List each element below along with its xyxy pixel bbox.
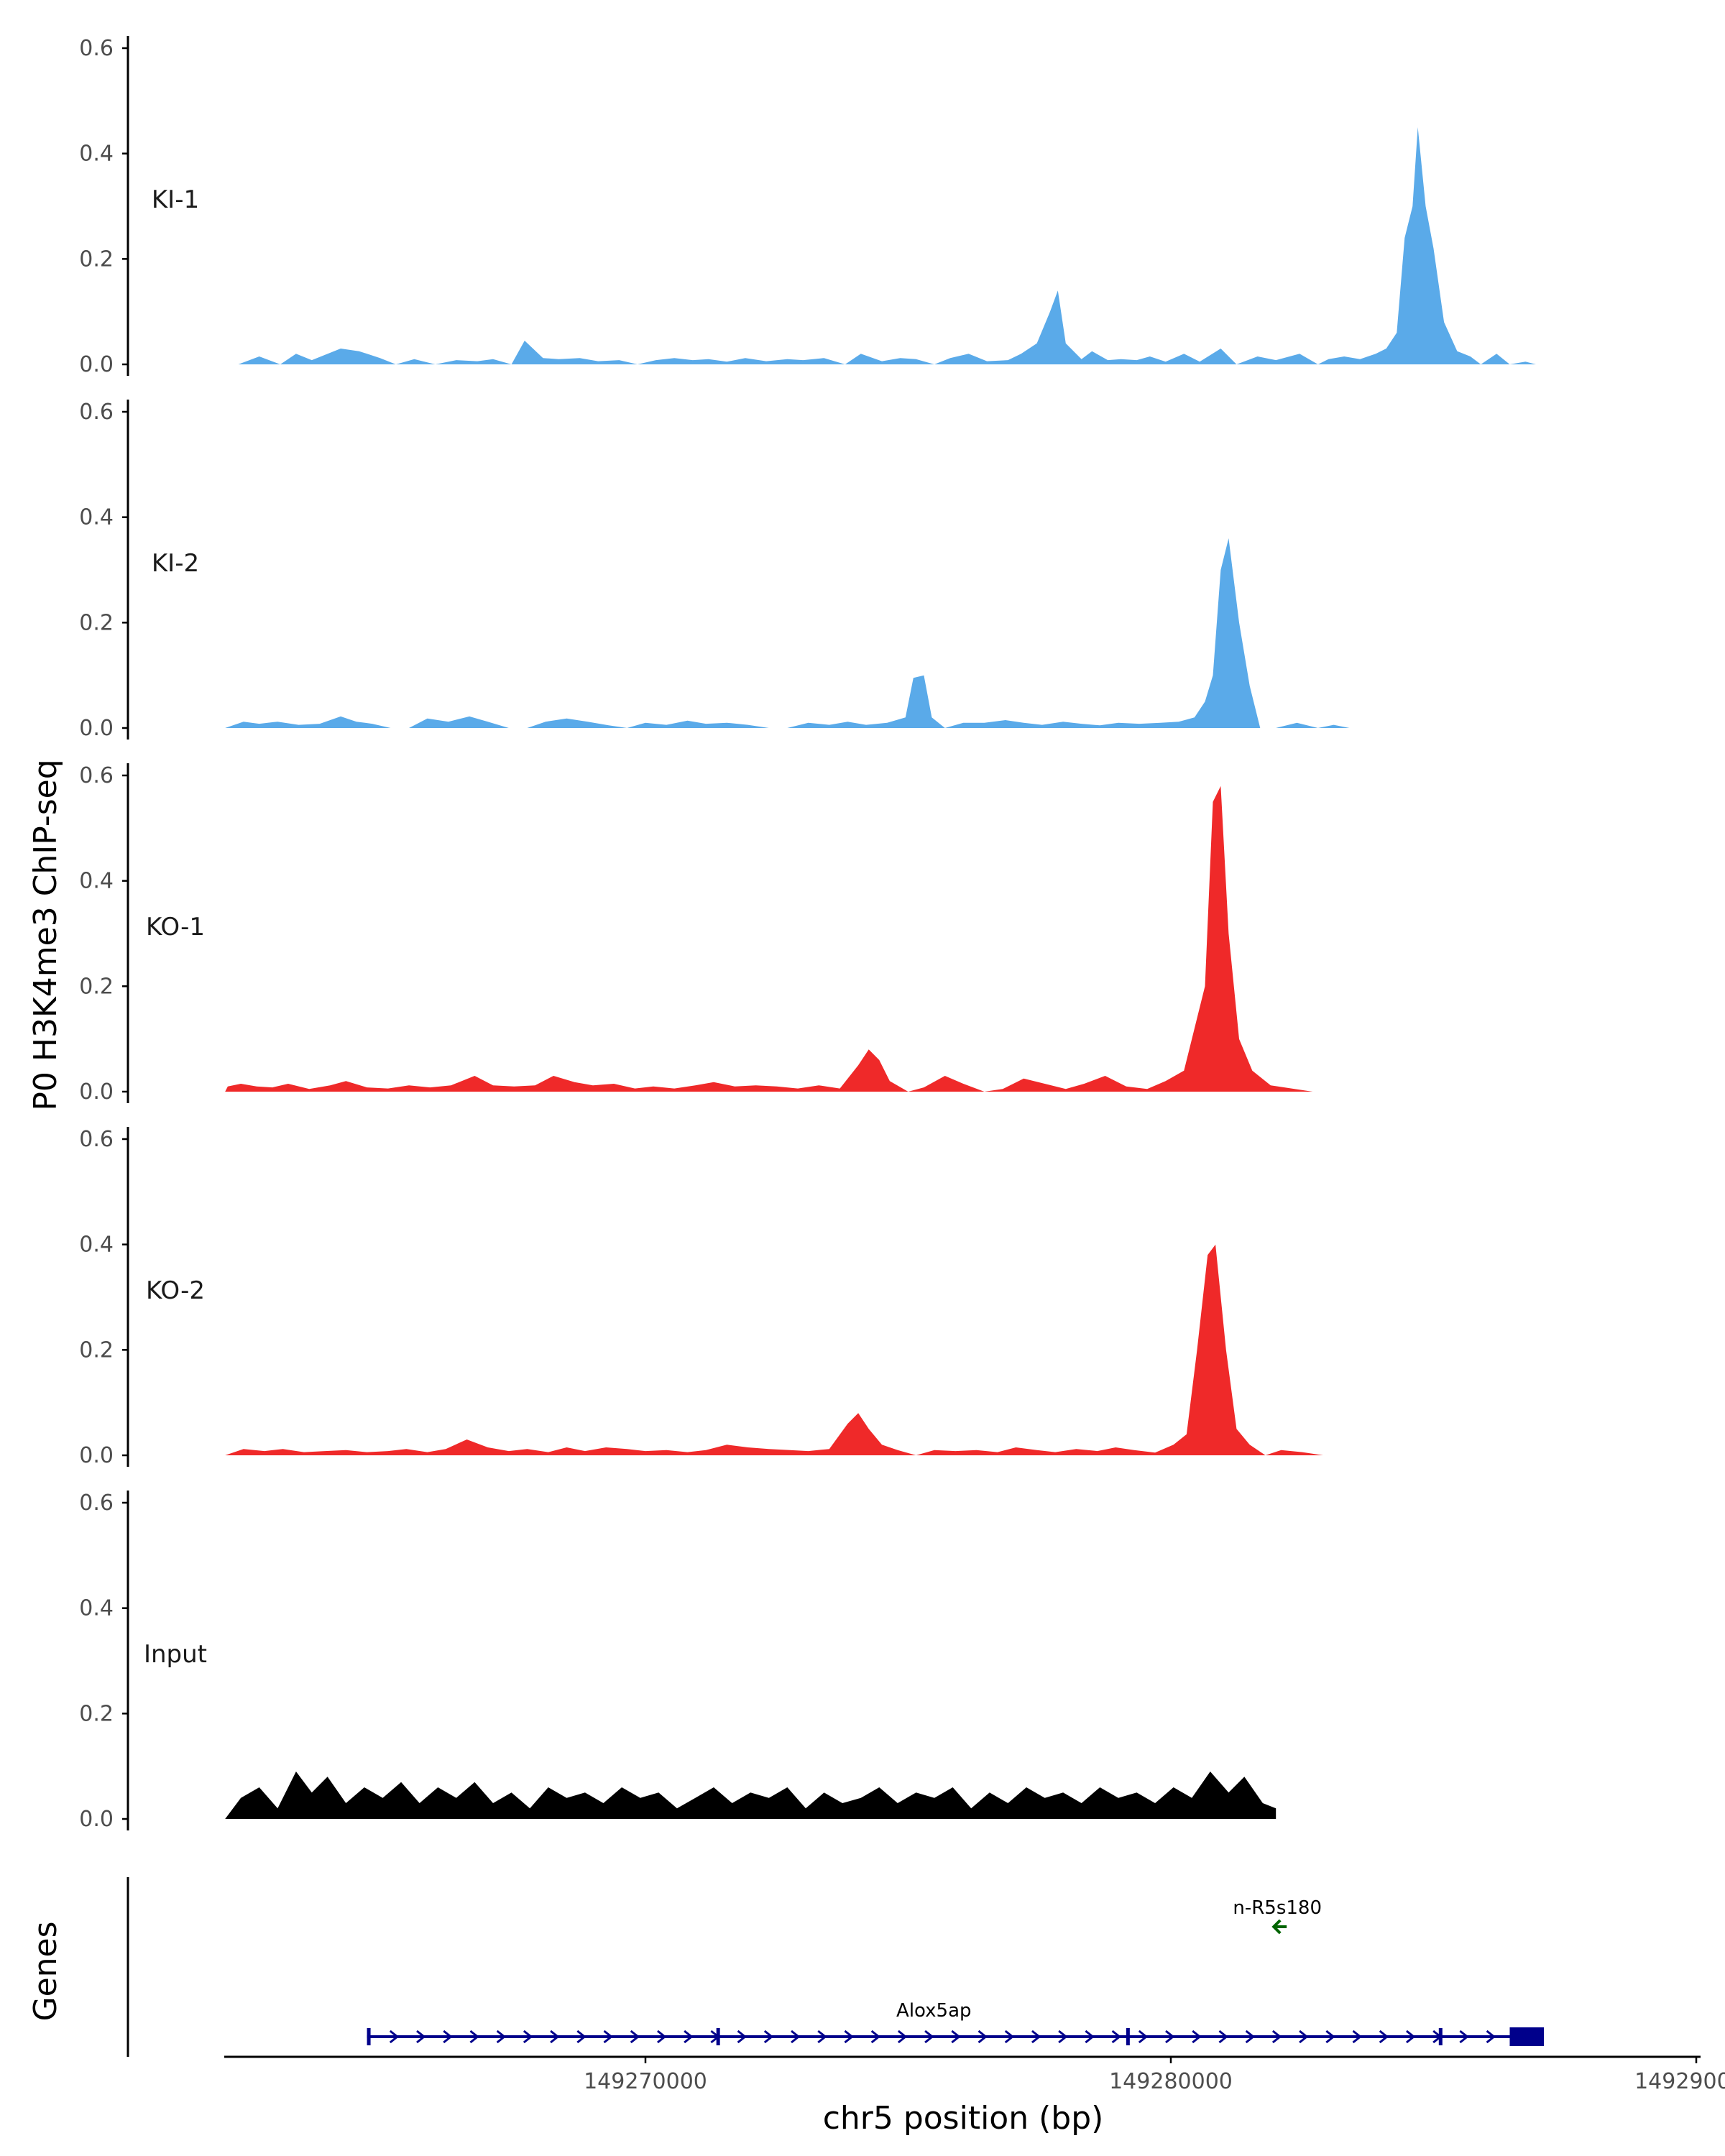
- gene-alox5ap-arrow-9: [603, 2030, 613, 2044]
- gene-alox5ap-arrow-28: [1111, 2030, 1121, 2044]
- gene-alox5ap-arrow-15: [763, 2030, 774, 2044]
- gene-alox5ap-arrow-4: [469, 2030, 479, 2044]
- gene-alox5ap-arrow-25: [1031, 2030, 1041, 2044]
- track-input: 0.0 0.2 0.4 0.6 Input: [79, 1491, 1276, 1832]
- y-tick-label-input-1: 0.2: [79, 1701, 114, 1726]
- gene-alox5ap-arrow-42: [1486, 2030, 1496, 2044]
- gene-alox5ap-arrow-34: [1271, 2030, 1282, 2044]
- y-tick-label-input-3: 0.6: [79, 1491, 114, 1516]
- track-label-input: Input: [144, 1640, 207, 1669]
- gene-alox5ap-arrow-35: [1299, 2030, 1309, 2044]
- signal-area-input: [225, 1772, 1276, 1819]
- gene-alox5ap-arrow-32: [1218, 2030, 1228, 2044]
- x-axis-title: chr5 position (bp): [823, 2100, 1104, 2137]
- gene-alox5ap-arrow-19: [870, 2030, 881, 2044]
- gene-alox5ap-exon-0: [367, 2028, 371, 2045]
- track-label-ki-1: KI-1: [152, 185, 199, 214]
- y-tick-label-ki-1-1: 0.2: [79, 247, 114, 272]
- gene-alox5ap: Alox5ap: [367, 2000, 1545, 2046]
- x-tick-label-2: 149290000: [1634, 2069, 1725, 2094]
- y-tick-label-input-0: 0.0: [79, 1807, 114, 1832]
- gene-alox5ap-arrow-24: [1004, 2030, 1015, 2044]
- gene-alox5ap-arrow-11: [656, 2030, 667, 2044]
- track-label-ko-1: KO-1: [146, 913, 205, 941]
- signal-area-ko-2: [225, 1244, 1324, 1455]
- y-tick-label-ki-2-2: 0.4: [79, 505, 114, 530]
- gene-alox5ap-arrow-37: [1352, 2030, 1362, 2044]
- y-tick-label-ko-2-0: 0.0: [79, 1443, 114, 1468]
- signal-area-ko-1: [225, 786, 1313, 1092]
- x-tick-label-1: 149280000: [1109, 2069, 1233, 2094]
- gene-alox5ap-arrow-29: [1138, 2030, 1149, 2044]
- gene-alox5ap-exon-2: [1126, 2028, 1130, 2045]
- gene-alox5ap-arrow-10: [630, 2030, 640, 2044]
- gene-alox5ap-arrow-33: [1245, 2030, 1256, 2044]
- track-ki-1: 0.0 0.2 0.4 0.6 KI-1: [79, 36, 1536, 377]
- signal-tracks: 0.00.20.40.6KI-10.00.20.40.6KI-20.00.20.…: [79, 36, 1536, 1832]
- track-label-ko-2: KO-2: [146, 1276, 205, 1305]
- gene-alox5ap-arrow-2: [416, 2030, 426, 2044]
- y-tick-label-ko-1-0: 0.0: [79, 1079, 114, 1105]
- gene-alox5ap-arrow-5: [496, 2030, 507, 2044]
- gene-alox5ap-arrow-22: [951, 2030, 961, 2044]
- y-tick-label-ki-2-0: 0.0: [79, 716, 114, 741]
- y-tick-label-input-2: 0.4: [79, 1596, 114, 1621]
- gene-alox5ap-arrow-14: [737, 2030, 747, 2044]
- gene-alox5ap-arrow-16: [791, 2030, 801, 2044]
- y-tick-label-ko-1-2: 0.4: [79, 869, 114, 894]
- gene-alox5ap-arrow-38: [1379, 2030, 1389, 2044]
- gene-alox5ap-arrow-12: [684, 2030, 694, 2044]
- track-ko-2: 0.0 0.2 0.4 0.6 KO-2: [79, 1127, 1324, 1468]
- gene-alox5ap-arrow-7: [550, 2030, 560, 2044]
- gene-alox5ap-arrow-1: [389, 2030, 400, 2044]
- gene-alox5ap-arrow-41: [1459, 2030, 1469, 2044]
- y-tick-label-ko-2-2: 0.4: [79, 1233, 114, 1258]
- y-tick-label-ki-1-3: 0.6: [79, 36, 114, 61]
- y-tick-label-ko-1-3: 0.6: [79, 763, 114, 788]
- gene-alox5ap-arrow-36: [1325, 2030, 1335, 2044]
- gene-alox5ap-arrow-26: [1058, 2030, 1068, 2044]
- x-tick-label-0: 149270000: [584, 2069, 707, 2094]
- gene-alox5ap-arrow-17: [817, 2030, 827, 2044]
- y-axis-title: P0 H3K4me3 ChIP-seq: [27, 759, 64, 1110]
- track-label-ki-2: KI-2: [152, 549, 199, 578]
- y-tick-label-ki-1-2: 0.4: [79, 142, 114, 167]
- gene-n-r5s180-label: n-R5s180: [1233, 1897, 1322, 1919]
- gene-alox5ap-arrow-8: [576, 2030, 586, 2044]
- track-ko-1: 0.0 0.2 0.4 0.6 KO-1: [79, 763, 1313, 1105]
- gene-alox5ap-arrow-20: [897, 2030, 908, 2044]
- gene-alox5ap-arrow-30: [1165, 2030, 1175, 2044]
- y-tick-label-ki-2-1: 0.2: [79, 610, 114, 635]
- signal-area-ki-2: [225, 538, 1350, 728]
- gene-track: Alox5ap n-R5s180: [126, 1877, 1545, 2057]
- gene-alox5ap-arrow-39: [1406, 2030, 1416, 2044]
- gene-alox5ap-exon-1: [716, 2028, 720, 2045]
- x-axis: 149270000 149280000 149290000: [224, 2055, 1725, 2094]
- track-ki-2: 0.0 0.2 0.4 0.6 KI-2: [79, 400, 1350, 741]
- gene-alox5ap-arrow-31: [1192, 2030, 1202, 2044]
- gene-alox5ap-exon-4: [1509, 2027, 1545, 2046]
- y-tick-label-ki-1-0: 0.0: [79, 352, 114, 377]
- y-tick-label-ko-2-3: 0.6: [79, 1127, 114, 1152]
- y-tick-label-ko-1-1: 0.2: [79, 974, 114, 999]
- gene-n-r5s180: n-R5s180: [1233, 1897, 1322, 1935]
- signal-area-ki-1: [238, 127, 1536, 364]
- gene-n-r5s180-arrow: [1271, 1919, 1282, 1935]
- y-tick-label-ko-2-1: 0.2: [79, 1337, 114, 1363]
- gene-alox5ap-exon-3: [1438, 2028, 1443, 2045]
- gene-alox5ap-arrow-18: [844, 2030, 854, 2044]
- y-tick-label-ki-2-3: 0.6: [79, 400, 114, 425]
- gene-alox5ap-arrow-6: [523, 2030, 533, 2044]
- gene-alox5ap-arrow-23: [978, 2030, 988, 2044]
- gene-alox5ap-arrow-21: [924, 2030, 934, 2044]
- genes-axis-title: Genes: [27, 1921, 64, 2021]
- gene-alox5ap-arrow-3: [443, 2030, 453, 2044]
- gene-alox5ap-label: Alox5ap: [896, 2000, 971, 2022]
- gene-alox5ap-arrow-27: [1085, 2030, 1095, 2044]
